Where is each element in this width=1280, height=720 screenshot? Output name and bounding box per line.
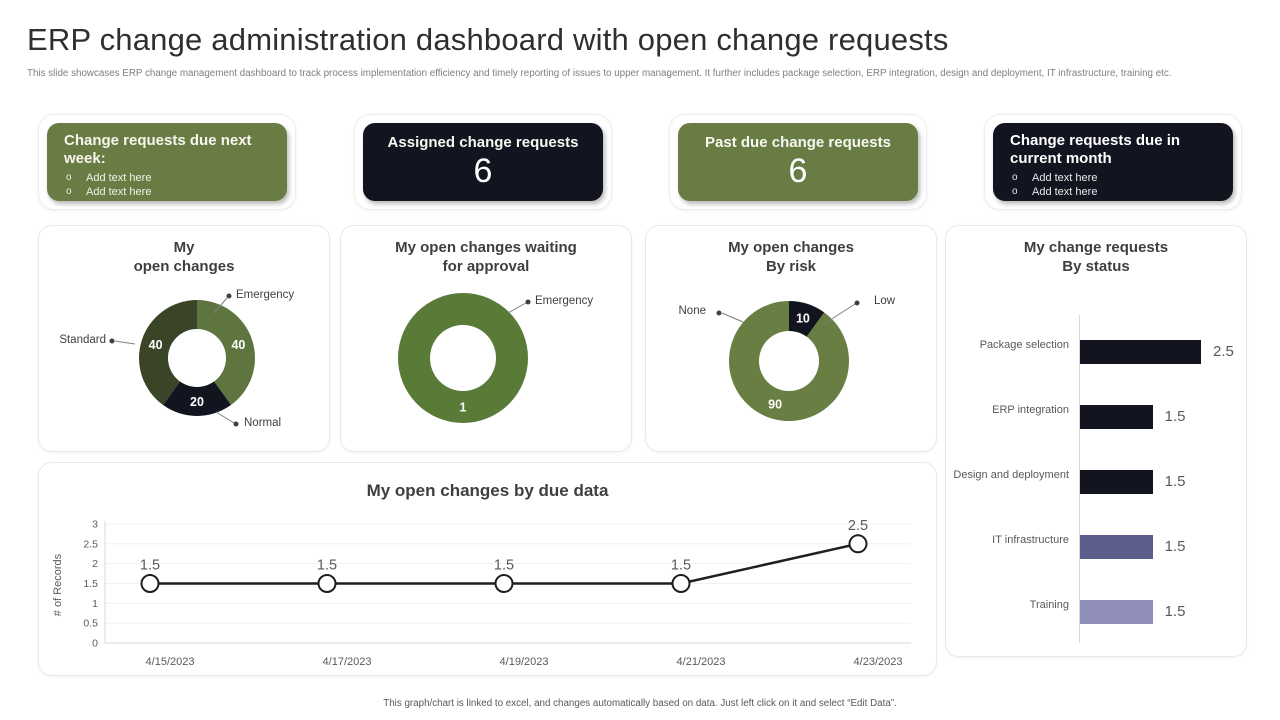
bar xyxy=(1080,600,1153,624)
bar xyxy=(1080,535,1153,559)
callout-lines xyxy=(109,293,239,427)
kpi-value: 6 xyxy=(473,152,493,190)
bar-value-label: 1.5 xyxy=(1164,473,1186,490)
slice-label-emergency: Emergency xyxy=(236,289,295,301)
kpi-bullet: o Add text here xyxy=(1012,172,1098,184)
panel-change-requests-by-status: My change requests By status Package sele… xyxy=(945,225,1247,657)
callout-lines xyxy=(507,299,531,314)
bar-value-label: 1.5 xyxy=(1164,603,1186,620)
chart-title: My open changes by due data xyxy=(366,481,609,500)
bar-value-label: 1.5 xyxy=(1164,538,1186,555)
svg-text:1.5: 1.5 xyxy=(140,558,160,574)
bar-category-label: ERP integration xyxy=(992,404,1069,416)
kpi-value: 6 xyxy=(788,152,808,190)
svg-text:1.5: 1.5 xyxy=(494,558,514,574)
svg-text:4/17/2023: 4/17/2023 xyxy=(323,656,372,668)
bar xyxy=(1080,470,1153,494)
chart-title: My change requests By status xyxy=(1023,239,1169,275)
svg-text:4/15/2023: 4/15/2023 xyxy=(146,656,195,668)
svg-text:0: 0 xyxy=(92,638,98,650)
slice-label-low: Low xyxy=(874,295,896,307)
kpi-title: Change requests due in current month xyxy=(1010,132,1181,167)
chart-title: My open changes waiting for approval xyxy=(395,239,577,275)
bar-category-label: Design and deployment xyxy=(953,469,1069,481)
svg-text:1: 1 xyxy=(92,598,98,610)
kpi-card-due-next-week: Change requests due next week: o Add text… xyxy=(38,114,296,210)
slice-label-none: None xyxy=(678,305,707,317)
svg-text:1.5: 1.5 xyxy=(317,558,337,574)
callout-lines xyxy=(716,300,860,325)
svg-text:90: 90 xyxy=(768,397,782,411)
kpi-title: Past due change requests xyxy=(705,134,891,151)
slice-label-emergency: Emergency xyxy=(535,295,594,307)
panel-changes-waiting-approval: My open changes waiting for approval 1 Em… xyxy=(340,225,632,452)
donut-chart-waiting-approval: 1 xyxy=(398,293,528,423)
svg-text:4/23/2023: 4/23/2023 xyxy=(854,656,903,668)
bar-value-label: 2.5 xyxy=(1213,343,1234,360)
bar-category-label: IT infrastructure xyxy=(992,534,1069,546)
bar-category-label: Training xyxy=(1029,599,1069,611)
kpi-bullet: o Add text here xyxy=(66,186,152,198)
kpi-card-assigned-requests: Assigned change requests 6 xyxy=(354,114,612,210)
panel-my-open-changes: My open changes 40 20 40 Emergency Standard… xyxy=(38,225,330,452)
kpi-bullet: o Add text here xyxy=(66,172,152,184)
bar-chart-by-status: Package selection 2.5 ERP integration 1.5 De… xyxy=(946,226,1246,656)
svg-text:0.5: 0.5 xyxy=(83,618,98,630)
bar xyxy=(1080,340,1201,364)
page-title: ERP change administration dashboard with… xyxy=(27,22,949,57)
slice-label-standard: Standard xyxy=(59,334,106,346)
donut-chart-my-open-changes: 40 20 40 xyxy=(139,300,255,416)
svg-text:20: 20 xyxy=(190,395,204,409)
svg-text:4/19/2023: 4/19/2023 xyxy=(500,656,549,668)
kpi-bullet: o Add text here xyxy=(1012,186,1098,198)
svg-text:2.5: 2.5 xyxy=(83,538,98,550)
bullet-circle-icon: o xyxy=(66,172,72,183)
chart-title: My open changes By risk xyxy=(728,239,854,275)
kpi-title: Assigned change requests xyxy=(387,134,579,151)
svg-text:2.5: 2.5 xyxy=(848,518,868,534)
donut-chart-by-risk: 10 90 xyxy=(729,301,850,421)
svg-text:2: 2 xyxy=(92,558,98,570)
footer-note: This graph/chart is linked to excel, and… xyxy=(383,698,897,709)
kpi-card-past-due-requests: Past due change requests 6 xyxy=(669,114,927,210)
line-chart-by-due-date: 3 2.5 2 1.5 1 0.5 0 # of Records 1.5 4/15/2023 1.5… xyxy=(52,518,911,668)
bullet-circle-icon: o xyxy=(66,186,72,197)
chart-title: My open changes xyxy=(133,239,235,275)
bar-category-label: Package selection xyxy=(979,339,1069,351)
svg-text:1: 1 xyxy=(460,401,467,415)
svg-text:1.5: 1.5 xyxy=(83,578,98,590)
bullet-circle-icon: o xyxy=(1012,186,1018,197)
bar-value-label: 1.5 xyxy=(1164,408,1186,425)
svg-text:4/21/2023: 4/21/2023 xyxy=(677,656,726,668)
panel-changes-by-risk: My open changes By risk 10 90 None Low xyxy=(645,225,937,452)
svg-text:10: 10 xyxy=(796,312,810,326)
bullet-circle-icon: o xyxy=(1012,172,1018,183)
svg-text:1.5: 1.5 xyxy=(671,558,691,574)
svg-text:# of Records: # of Records xyxy=(52,553,64,616)
svg-text:3: 3 xyxy=(92,519,98,531)
page-subtitle: This slide showcases ERP change manageme… xyxy=(27,68,1172,79)
slice-label-normal: Normal xyxy=(244,417,282,429)
bar xyxy=(1080,405,1153,429)
kpi-card-due-current-month: Change requests due in current month o Ad… xyxy=(984,114,1242,210)
svg-text:40: 40 xyxy=(231,338,245,352)
panel-open-changes-by-due-date: My open changes by due data 3 2.5 2 1.5 1 0.5… xyxy=(38,462,937,676)
bar-chart-axis xyxy=(1079,315,1080,643)
kpi-title: Change requests due next week: xyxy=(64,132,252,167)
svg-text:40: 40 xyxy=(149,338,163,352)
